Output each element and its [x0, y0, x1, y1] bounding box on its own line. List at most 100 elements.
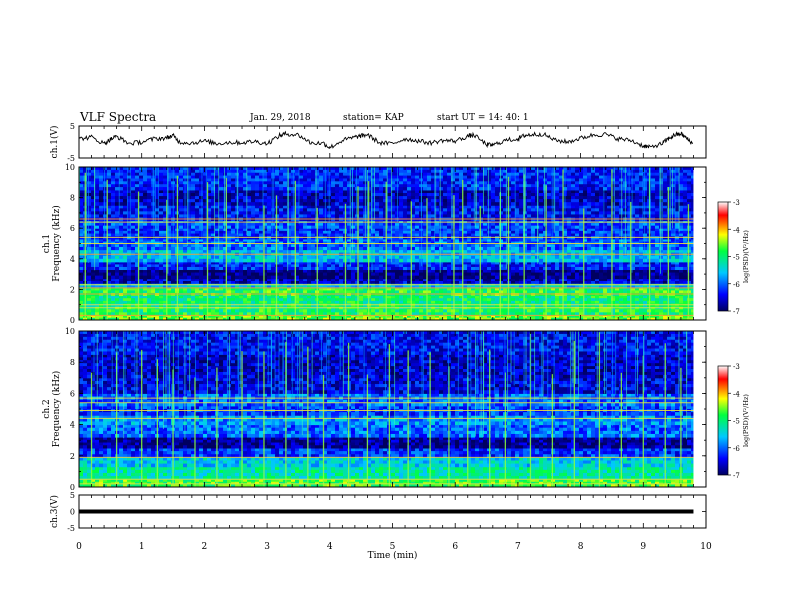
- ch1-cell: [439, 298, 444, 302]
- ch1-cell: [571, 228, 576, 232]
- ch1-cell: [395, 255, 400, 260]
- ch1-cell: [455, 298, 460, 302]
- ch1-cell: [375, 266, 380, 271]
- ch1-cell: [431, 258, 436, 263]
- ch1-cell: [155, 287, 160, 291]
- ch1-cell: [459, 295, 464, 299]
- ch1-cell: [195, 280, 200, 284]
- ch1-cell: [299, 255, 304, 260]
- ch1-cell: [427, 238, 432, 243]
- ch1-cell: [627, 272, 632, 277]
- ch1-cell: [295, 238, 300, 243]
- ch1-cell: [495, 278, 500, 282]
- ch1-cell: [427, 249, 432, 254]
- ch1-cell: [435, 238, 440, 243]
- ch1-cell: [271, 244, 276, 248]
- ch1-cell: [375, 309, 380, 313]
- ch1-cell: [95, 228, 100, 232]
- ch1-cell: [615, 228, 620, 232]
- ch1-cell: [495, 287, 500, 291]
- ch1-cell: [195, 278, 200, 282]
- ch1-cell: [587, 266, 592, 271]
- ch1-cell: [479, 298, 484, 302]
- ch1-cell: [191, 261, 196, 265]
- ch1-cell: [99, 258, 104, 263]
- ch1-cell: [251, 264, 256, 268]
- ch1-cell: [683, 238, 688, 243]
- ch1-cell: [383, 298, 388, 302]
- ch1-cell: [371, 230, 376, 235]
- ch1-cell: [667, 266, 672, 271]
- ch1-cell: [463, 280, 468, 284]
- ch1-cell: [183, 290, 188, 294]
- ch1-cell: [427, 285, 432, 289]
- ch1-cell: [599, 317, 604, 320]
- ch1-cell: [431, 295, 436, 299]
- ch1-cell: [347, 238, 352, 243]
- ch1-cell: [583, 238, 588, 243]
- ch1-cell: [575, 298, 580, 302]
- ch1-cell: [619, 315, 624, 319]
- ch1-cell: [623, 300, 628, 305]
- ch1-cell: [167, 280, 172, 284]
- ch1-cell: [295, 246, 300, 251]
- ch1-cell: [163, 295, 168, 299]
- ch1-cell: [471, 309, 476, 313]
- ch1-cell: [339, 285, 344, 289]
- ch1-cell: [387, 275, 392, 280]
- ch1-cell: [623, 278, 628, 282]
- ch1-cell: [447, 317, 452, 320]
- ch1-cell: [111, 258, 116, 263]
- ch1-cell: [679, 249, 684, 254]
- ch1-cell: [487, 244, 492, 248]
- ch1-cell: [111, 233, 116, 237]
- ch1-cell: [331, 290, 336, 294]
- ch1-cell: [563, 285, 568, 289]
- ch1-cell: [667, 238, 672, 243]
- ch1-cell: [599, 230, 604, 235]
- ch1-cell: [271, 285, 276, 289]
- ch1-cell: [431, 275, 436, 280]
- ch1-cell: [511, 272, 516, 277]
- ch1-cell: [423, 255, 428, 260]
- ch1-cell: [279, 292, 284, 297]
- ch1-cell: [151, 272, 156, 277]
- ch1-cell: [183, 315, 188, 319]
- ch1-cell: [99, 317, 104, 320]
- ch1-cell: [483, 317, 488, 320]
- ch1-cell: [547, 266, 552, 271]
- ch1-cell: [319, 244, 324, 248]
- ch1-cell: [227, 246, 232, 251]
- ch1-cell: [163, 264, 168, 268]
- ch1-cell: [287, 292, 292, 297]
- ch1-cell: [559, 287, 564, 291]
- ch1-cell: [203, 287, 208, 291]
- ch1-cell: [551, 246, 556, 251]
- ch1-cell: [607, 246, 612, 251]
- ch1-cell: [223, 272, 228, 277]
- ch1-cell: [535, 317, 540, 320]
- ch1-cell: [455, 317, 460, 320]
- ch1-cell: [291, 295, 296, 299]
- ch1-cell: [659, 258, 664, 263]
- ch1-cell: [487, 298, 492, 302]
- ch1-cell: [103, 264, 108, 268]
- ch1-cell: [635, 272, 640, 277]
- ch1-cell: [159, 290, 164, 294]
- ch1-cell: [623, 258, 628, 263]
- ch1-cell: [311, 233, 316, 237]
- ch1-cell: [287, 264, 292, 268]
- ch1-cell: [507, 238, 512, 243]
- ch1-cell: [87, 244, 92, 248]
- ch1-cell: [299, 249, 304, 254]
- ch1-cell: [579, 264, 584, 268]
- ch1-cell: [531, 295, 536, 299]
- ch1-cell: [291, 317, 296, 320]
- ch1-cell: [463, 258, 468, 263]
- ch1-cell: [147, 238, 152, 243]
- ch1-cell: [499, 266, 504, 271]
- ch1-cell: [143, 317, 148, 320]
- ch1-cell: [255, 290, 260, 294]
- ch1-cell: [511, 312, 516, 316]
- ch1-cell: [639, 309, 644, 313]
